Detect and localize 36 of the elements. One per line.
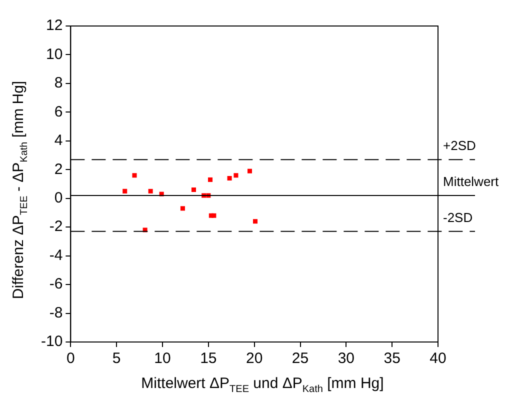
point	[148, 188, 153, 194]
point	[122, 188, 128, 194]
point	[191, 187, 196, 192]
x-tick-label: 0	[66, 350, 75, 368]
y-tick-label: -10	[40, 333, 63, 350]
y-tick-label: -2	[49, 218, 63, 236]
x-tick-label: 40	[430, 350, 446, 368]
point	[234, 173, 238, 178]
y-tick-label: 8	[54, 74, 63, 92]
point	[247, 168, 252, 174]
y-tick-label: -4	[49, 246, 63, 264]
point	[180, 206, 185, 211]
y-tick-label: 4	[54, 132, 63, 150]
y-tick-label: 2	[54, 160, 63, 178]
x-axis-title: Mittelwert ΔP$_{TEE}$ und ΔP$_{Kath}$ [mm Hg]	[140, 375, 385, 395]
x-tick-label: 15	[200, 350, 217, 368]
point	[132, 173, 137, 178]
x-tick-label: 30	[338, 350, 355, 368]
x-tick-label: 10	[154, 350, 171, 368]
y-tick-label: 12	[46, 17, 63, 34]
y-tick-label: -8	[49, 304, 63, 322]
point	[227, 176, 232, 181]
x-tick-label: 25	[292, 350, 309, 368]
ref-line-label: +2SD	[443, 138, 476, 154]
y-tick-label: 6	[54, 103, 63, 120]
x-tick-label: 20	[246, 350, 263, 368]
point	[208, 177, 213, 182]
x-tick-label: 35	[384, 350, 400, 368]
ref-line-label: Mittelwert	[443, 174, 500, 190]
x-tick-label: 5	[112, 350, 121, 368]
y-tick-label: 10	[46, 46, 63, 63]
y-tick-label: -6	[49, 276, 63, 293]
y-tick-label: 0	[54, 190, 63, 207]
point	[252, 219, 258, 224]
point	[212, 213, 216, 218]
ref-line-label: -2SD	[443, 210, 473, 225]
